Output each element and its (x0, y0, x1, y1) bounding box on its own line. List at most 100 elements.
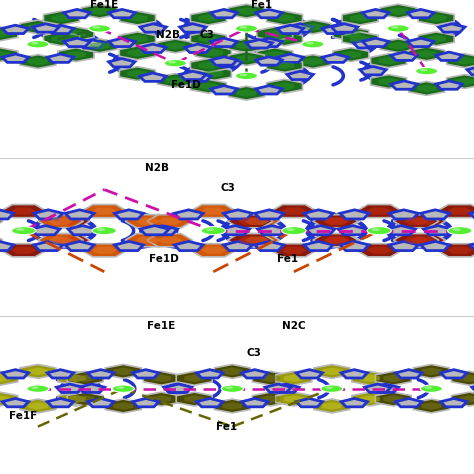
Polygon shape (90, 7, 109, 15)
Polygon shape (82, 244, 127, 257)
Text: C3: C3 (199, 30, 214, 40)
Polygon shape (47, 370, 73, 378)
Polygon shape (151, 374, 171, 382)
Polygon shape (338, 226, 367, 235)
Polygon shape (222, 367, 242, 375)
Polygon shape (459, 374, 474, 382)
Polygon shape (271, 244, 317, 257)
Polygon shape (45, 234, 90, 247)
Polygon shape (78, 384, 105, 392)
Polygon shape (266, 32, 302, 46)
Polygon shape (191, 79, 227, 93)
Circle shape (201, 227, 226, 235)
Polygon shape (56, 384, 83, 392)
Polygon shape (52, 35, 72, 43)
Polygon shape (52, 14, 72, 22)
Polygon shape (228, 4, 264, 18)
Polygon shape (149, 226, 177, 235)
Polygon shape (287, 24, 313, 32)
Polygon shape (375, 392, 411, 406)
Polygon shape (203, 49, 223, 56)
Polygon shape (437, 244, 474, 257)
Polygon shape (322, 54, 348, 63)
Polygon shape (396, 399, 422, 407)
Circle shape (391, 26, 399, 29)
Polygon shape (246, 40, 273, 48)
Polygon shape (363, 38, 389, 46)
Polygon shape (174, 241, 203, 251)
Polygon shape (441, 370, 467, 378)
Polygon shape (322, 25, 348, 34)
Polygon shape (119, 46, 155, 60)
Polygon shape (197, 370, 223, 378)
Polygon shape (245, 237, 269, 244)
Polygon shape (437, 204, 474, 218)
Circle shape (221, 385, 243, 392)
Polygon shape (284, 374, 304, 382)
Polygon shape (413, 365, 449, 378)
Polygon shape (105, 365, 141, 378)
Circle shape (419, 69, 428, 72)
Polygon shape (363, 9, 389, 18)
Polygon shape (265, 384, 292, 392)
Polygon shape (277, 54, 303, 63)
Polygon shape (151, 395, 171, 403)
Polygon shape (383, 374, 403, 382)
Polygon shape (266, 11, 302, 25)
Circle shape (225, 386, 233, 389)
Polygon shape (20, 55, 56, 68)
Polygon shape (119, 32, 155, 46)
Circle shape (420, 385, 442, 392)
Polygon shape (408, 38, 434, 46)
Polygon shape (128, 35, 147, 43)
Polygon shape (191, 59, 227, 73)
Polygon shape (176, 392, 212, 406)
Polygon shape (28, 23, 48, 31)
Polygon shape (367, 208, 392, 215)
Polygon shape (322, 402, 342, 410)
Text: Fe1: Fe1 (216, 422, 237, 432)
Polygon shape (274, 82, 294, 90)
Polygon shape (303, 23, 323, 31)
Polygon shape (48, 218, 73, 225)
Polygon shape (224, 210, 252, 219)
Polygon shape (303, 58, 323, 65)
Polygon shape (2, 399, 28, 407)
Polygon shape (341, 30, 361, 37)
Polygon shape (447, 74, 474, 88)
Circle shape (325, 386, 333, 389)
Polygon shape (47, 25, 73, 34)
Polygon shape (66, 30, 86, 37)
Polygon shape (58, 27, 94, 41)
Polygon shape (191, 32, 227, 46)
Polygon shape (360, 66, 386, 75)
Polygon shape (470, 241, 474, 251)
Polygon shape (180, 24, 206, 32)
Polygon shape (360, 374, 380, 382)
Polygon shape (265, 51, 285, 58)
Text: Fe1: Fe1 (277, 254, 299, 264)
Polygon shape (0, 372, 18, 385)
Circle shape (424, 386, 432, 389)
Text: Fe1D: Fe1D (171, 81, 201, 91)
Polygon shape (455, 78, 474, 85)
Polygon shape (82, 204, 127, 218)
Polygon shape (417, 84, 437, 92)
Polygon shape (113, 367, 133, 375)
Circle shape (387, 25, 409, 32)
Polygon shape (0, 27, 18, 41)
Polygon shape (256, 86, 282, 94)
Polygon shape (441, 399, 467, 407)
Polygon shape (234, 215, 280, 228)
Polygon shape (140, 226, 169, 235)
Polygon shape (65, 241, 94, 251)
Polygon shape (64, 38, 90, 46)
Polygon shape (323, 237, 348, 244)
Polygon shape (203, 70, 223, 77)
Polygon shape (380, 4, 416, 18)
Polygon shape (447, 246, 472, 254)
Polygon shape (257, 48, 293, 62)
Polygon shape (388, 7, 408, 15)
Polygon shape (28, 402, 48, 410)
Polygon shape (195, 46, 231, 60)
